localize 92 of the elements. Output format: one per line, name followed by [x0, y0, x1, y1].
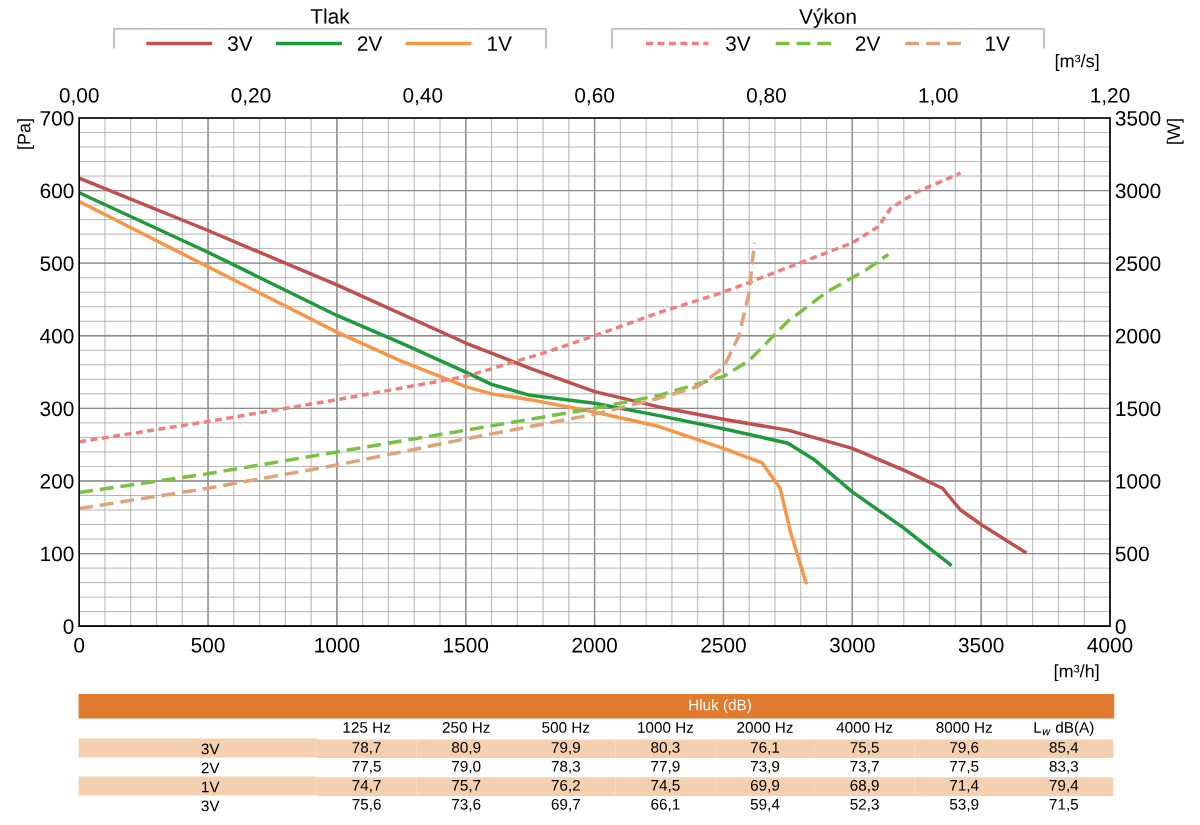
x-tick-label: 3000	[829, 637, 875, 653]
data-label: 77,5	[950, 761, 979, 774]
x-tick-label: 2000 Hz	[737, 722, 793, 733]
y2-axis-title: [W]	[1166, 119, 1184, 144]
x2-axis-title: [m³/s]	[1055, 54, 1099, 71]
chart-title: Hluk (dB)	[689, 699, 751, 714]
x2-tick-label: 1,00	[919, 87, 958, 106]
y-tick-label: 300	[40, 401, 74, 417]
data-label: 76,2	[551, 779, 580, 793]
legend-label: 2V	[357, 36, 383, 51]
x-tick-label: 1000	[315, 637, 360, 653]
data-label: 83,3	[1049, 760, 1078, 774]
x-tick-label: 4000 Hz	[836, 722, 893, 733]
data-label: 75,5	[850, 742, 879, 755]
y2-tick-label: 2500	[1115, 256, 1161, 271]
legend-label: 3V	[725, 36, 751, 51]
data-label: 75,6	[352, 798, 381, 812]
y2-tick-label: 3000	[1115, 183, 1161, 199]
data-label: 73,6	[452, 798, 481, 812]
data-label: 77,9	[651, 760, 680, 774]
legend-label: 1V	[488, 36, 512, 51]
legend-label: 1V	[986, 36, 1010, 51]
data-label: 53,9	[949, 798, 979, 812]
data-label: 71,4	[950, 780, 979, 793]
data-label: 77,5	[352, 761, 381, 774]
data-label: 59,4	[750, 798, 780, 812]
line-series	[79, 241, 757, 511]
data-label: 69,9	[750, 779, 780, 793]
text: Výkon	[799, 8, 856, 28]
x-tick-label: 1000 Hz	[638, 722, 694, 733]
data-label: 76,1	[750, 741, 780, 755]
x-tick-label: 1500	[444, 637, 489, 653]
y-tick-label: 3V	[201, 800, 220, 812]
x-axis-title: [m³/h]	[1054, 664, 1099, 682]
x-tick-label: 2500	[701, 637, 746, 653]
data-label: 79,6	[950, 741, 979, 755]
data-label: 66,1	[651, 798, 680, 812]
x2-tick-label: 0,20	[231, 87, 271, 106]
x-tick-label: 250 Hz	[442, 722, 490, 733]
data-label: 78,7	[352, 741, 381, 755]
data-label: 79,9	[551, 741, 580, 755]
y-tick-label: 3V	[201, 743, 220, 755]
x2-tick-label: 0,40	[403, 87, 443, 106]
y-tick-label: 2V	[201, 762, 220, 774]
data-label: 74,5	[651, 780, 680, 793]
y2-tick-label: 3500	[1115, 110, 1161, 126]
y-axis-title: [Pa]	[17, 119, 35, 149]
legend-label: 2V	[855, 36, 881, 51]
y2-tick-label: 0	[1115, 619, 1126, 634]
x2-tick-label: 0,60	[575, 87, 615, 106]
data-label: 79,4	[1049, 779, 1079, 793]
data-label: 75,7	[452, 780, 481, 793]
y-tick-label: 200	[40, 473, 74, 489]
x-tick-label: 500 Hz	[542, 722, 590, 733]
x-tick-label: 4000	[1087, 637, 1133, 653]
data-label: 69,7	[551, 798, 580, 812]
y-tick-label: 400	[40, 328, 74, 344]
line-series	[79, 252, 891, 495]
data-label: 74,7	[352, 780, 381, 793]
x-tick-label: 125 Hz	[343, 722, 391, 733]
x-tick-label: 3500	[958, 637, 1004, 653]
y-tick-label: 1V	[202, 781, 220, 793]
data-label: 71,5	[1049, 799, 1079, 812]
line-series	[79, 171, 963, 444]
text: Tlak	[310, 8, 350, 24]
y-tick-label: 500	[40, 256, 74, 271]
legend-label: 3V	[227, 36, 253, 51]
y-tick-label: 600	[40, 183, 74, 199]
y-tick-label: 700	[40, 110, 74, 126]
data-label: 52,3	[850, 798, 879, 812]
y2-tick-label: 1000	[1116, 473, 1161, 489]
x-tick-label: 8000 Hz	[936, 722, 992, 733]
data-label: 73,7	[850, 760, 879, 774]
x-tick-label: 2000	[572, 637, 617, 653]
data-label: 80,3	[651, 741, 680, 755]
y2-tick-label: 1500	[1116, 401, 1161, 417]
x2-tick-label: 1,20	[1091, 87, 1130, 106]
x-tick-label: L$_{w}$ dB(A)	[1034, 721, 1094, 736]
line-series	[79, 199, 808, 585]
data-label: 78,3	[551, 760, 580, 774]
data-label: 68,9	[850, 779, 879, 793]
y2-tick-label: 500	[1115, 546, 1149, 562]
data-label: 79,0	[452, 760, 481, 774]
data-label: 73,9	[750, 760, 780, 774]
y2-tick-label: 2000	[1115, 328, 1161, 344]
x-tick-label: 0	[74, 637, 85, 653]
x2-tick-label: 0,80	[746, 87, 786, 106]
y-tick-label: 0	[63, 619, 74, 634]
data-label: 80,9	[452, 741, 481, 755]
y-tick-label: 100	[41, 546, 74, 562]
data-label: 85,4	[1049, 741, 1079, 755]
x2-tick-label: 0,00	[59, 87, 99, 106]
